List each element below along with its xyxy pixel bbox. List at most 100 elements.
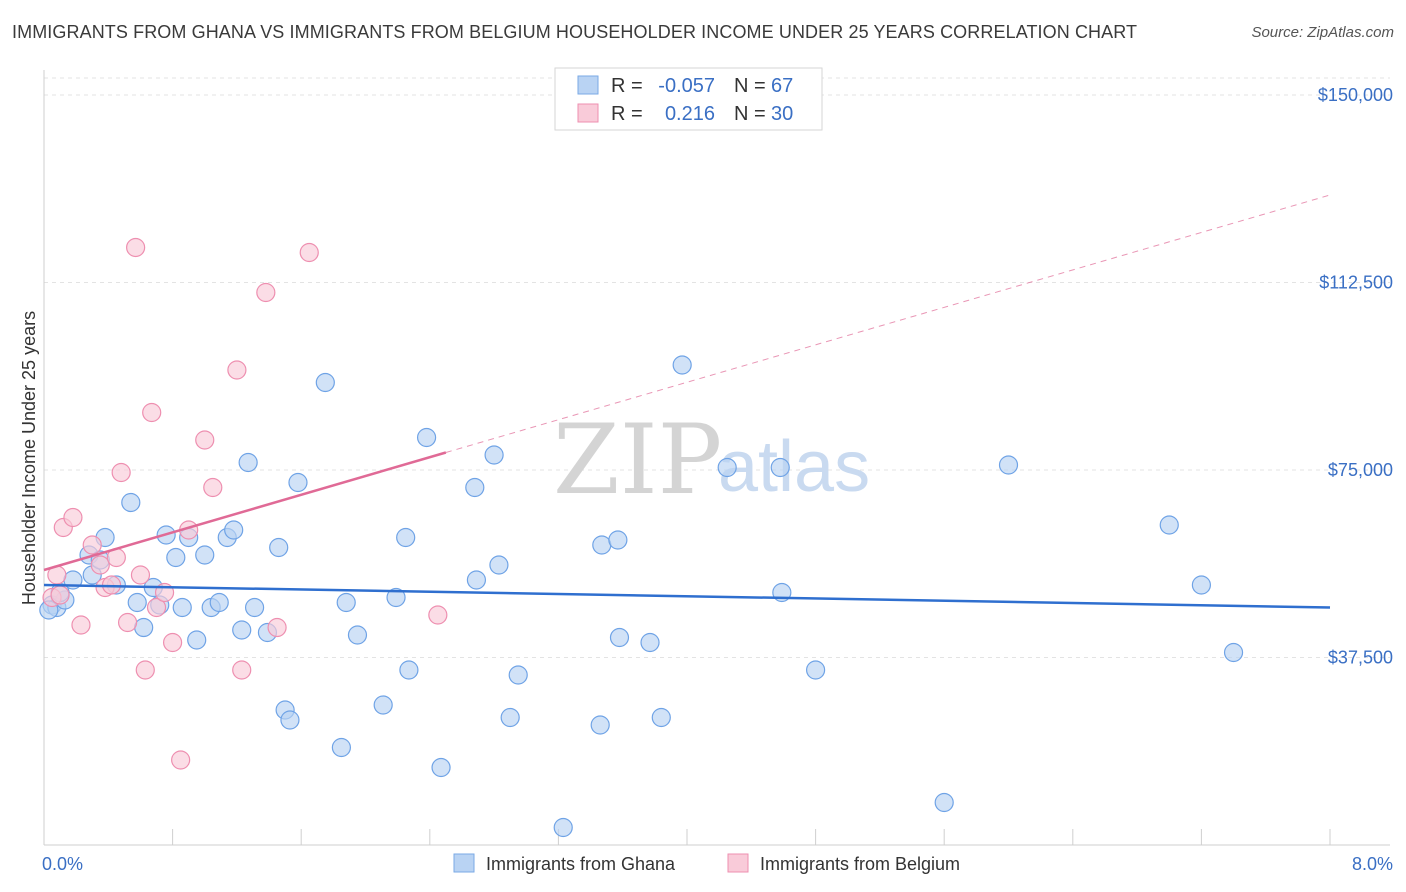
point-0-57 [770,457,790,478]
point-0-21 [209,592,229,613]
point-0-33 [331,737,351,758]
legend-swatch-belgium [727,853,749,873]
point-0-56 [717,457,737,478]
stats-swatch-belgium [577,103,599,123]
y-axis-label: Householder Income Under 25 years [19,311,39,605]
stats-r-label-belgium: R = [611,103,643,125]
x-tick-labels: 0.0% 8.0% [42,854,1393,874]
point-0-18 [187,630,207,650]
point-0-10 [127,592,147,613]
point-0-9 [121,492,141,513]
x-tick-label-0: 0.0% [42,854,83,874]
point-0-37 [386,587,406,608]
stats-r-value-ghana: -0.057 [658,75,715,97]
trend-layer [43,194,1331,609]
point-0-53 [640,632,660,653]
trend-line-1 [43,451,447,572]
point-1-19 [163,632,183,653]
point-1-13 [126,237,146,258]
point-0-28 [269,537,289,558]
point-0-51 [609,627,630,648]
point-0-24 [232,620,252,640]
trend-line-0 [43,583,1331,609]
x-tick-marks [172,829,1331,845]
point-0-50 [592,535,612,555]
point-1-2 [50,585,70,605]
point-0-39 [399,660,419,680]
legend-label-belgium: Immigrants from Belgium [760,854,960,874]
watermark-atlas: atlas [718,427,870,507]
legend-label-ghana: Immigrants from Ghana [486,854,676,874]
point-0-44 [484,445,504,465]
point-1-11 [111,462,131,483]
stats-r-label-ghana: R = [611,75,643,97]
point-0-31 [288,472,308,493]
point-0-35 [347,625,368,645]
point-1-16 [142,402,162,423]
point-0-46 [500,707,520,728]
point-0-64 [1223,642,1244,663]
point-0-41 [431,757,451,778]
y-tick-label-2: $112,500 [1319,273,1393,293]
point-0-25 [238,452,258,473]
watermark: ZIP atlas [553,404,870,516]
point-1-15 [135,660,155,680]
point-0-63 [1191,575,1212,595]
point-1-4 [63,507,83,528]
point-0-11 [134,617,154,638]
point-1-14 [130,565,151,585]
legend-swatch-ghana [453,853,475,873]
point-0-30 [280,710,300,730]
point-0-36 [373,695,393,715]
point-0-54 [651,707,671,728]
point-1-26 [256,282,276,303]
point-0-34 [336,592,356,613]
point-1-28 [299,242,319,263]
point-0-48 [553,817,573,838]
point-1-17 [146,597,167,618]
point-1-6 [82,535,102,555]
axes [43,70,1390,846]
point-0-23 [224,520,244,540]
point-1-5 [71,615,91,635]
stats-n-label-belgium: N = [734,103,766,125]
stats-swatch-ghana [577,75,599,95]
point-0-19 [195,545,215,565]
point-1-12 [117,612,138,633]
point-0-40 [416,427,437,448]
point-0-42 [466,570,487,590]
stats-box-frame [554,67,823,131]
y-tick-labels: $37,500 $75,000 $112,500 $150,000 [1318,85,1393,668]
watermark-zip: ZIP [553,404,722,516]
point-0-62 [1159,515,1179,535]
legend: Immigrants from Ghana Immigrants from Be… [453,853,960,874]
point-1-22 [195,430,215,450]
trend-line-extension-1 [445,194,1331,453]
point-0-60 [934,792,954,813]
point-1-24 [227,360,247,380]
point-1-20 [171,750,191,770]
point-0-45 [489,555,509,575]
stats-n-label-ghana: N = [734,75,766,97]
point-1-23 [203,477,223,498]
point-0-49 [590,715,610,735]
series-1-points [42,237,448,770]
point-0-52 [608,530,628,550]
stats-n-value-ghana: 67 [771,75,793,97]
point-1-7 [90,555,110,575]
stats-n-value-belgium: 30 [771,103,793,125]
point-1-27 [267,617,287,638]
chart-title: IMMIGRANTS FROM GHANA VS IMMIGRANTS FROM… [12,22,1138,42]
x-tick-label-1: 8.0% [1352,854,1393,874]
point-0-59 [805,660,826,680]
point-0-16 [172,597,192,618]
point-0-55 [672,355,692,375]
stats-box: R = -0.057 N = 67 R = 0.216 N = 30 [554,67,823,131]
y-tick-label-0: $37,500 [1328,648,1393,668]
point-0-32 [315,372,335,393]
point-0-47 [508,665,528,685]
point-0-15 [166,547,186,568]
point-0-61 [998,455,1019,475]
point-0-43 [465,477,485,498]
